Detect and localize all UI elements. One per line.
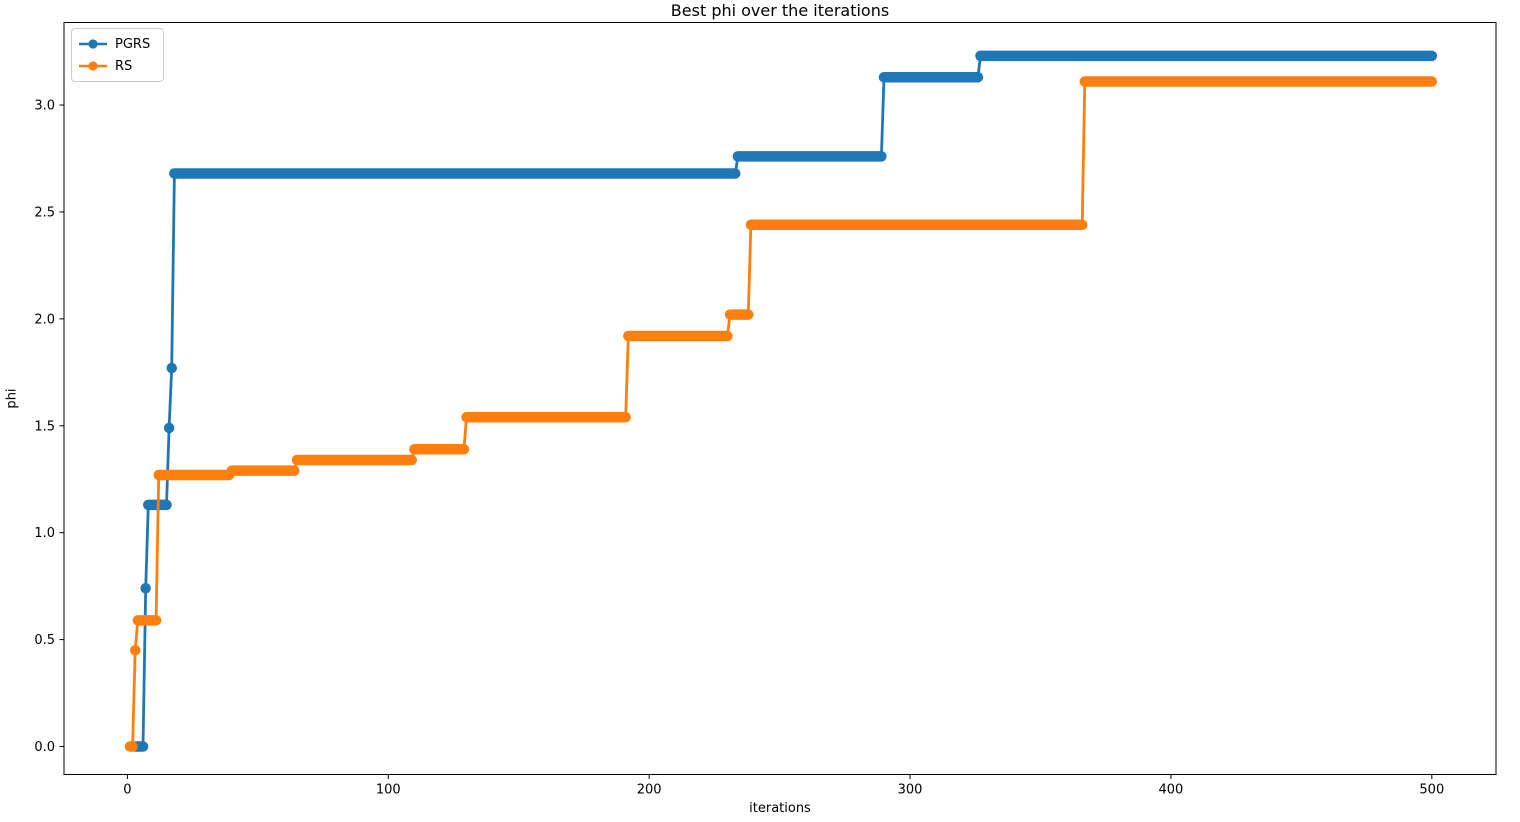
legend: PGRS RS	[71, 28, 164, 82]
x-tick-label: 100	[376, 783, 401, 798]
legend-label-rs: RS	[115, 58, 133, 74]
y-tick-label: 1.0	[34, 526, 55, 541]
series-marker-pgrs	[166, 362, 177, 374]
y-tick-label: 2.5	[34, 205, 55, 220]
axes-frame	[63, 22, 1497, 775]
x-tick-label: 500	[1419, 783, 1444, 798]
series-line-rs	[130, 80, 1432, 748]
x-tick-label: 200	[637, 783, 662, 798]
series-marker-pgrs	[163, 422, 175, 434]
legend-entry-pgrs: PGRS	[78, 33, 156, 55]
y-tick-label: 0.5	[34, 633, 55, 648]
x-tick-label: 400	[1159, 783, 1184, 798]
y-tick-label: 1.5	[34, 419, 55, 434]
y-tick-label: 2.0	[34, 312, 55, 327]
legend-label-pgrs: PGRS	[115, 36, 151, 52]
x-tick-label: 300	[898, 783, 923, 798]
x-tick-label: 0	[123, 783, 131, 798]
y-tick-label: 3.0	[34, 99, 55, 114]
y-axis-label: phi	[4, 388, 20, 409]
chart-title: Best phi over the iterations	[670, 1, 890, 20]
legend-line-marker-icon	[79, 39, 107, 49]
series-marker-pgrs	[140, 583, 151, 594]
x-axis-label: iterations	[749, 801, 811, 816]
y-tick-label: 0.0	[34, 740, 55, 755]
series-marker-rs	[129, 645, 141, 656]
legend-line-marker-icon	[79, 61, 107, 71]
legend-entry-rs: RS	[78, 55, 156, 77]
